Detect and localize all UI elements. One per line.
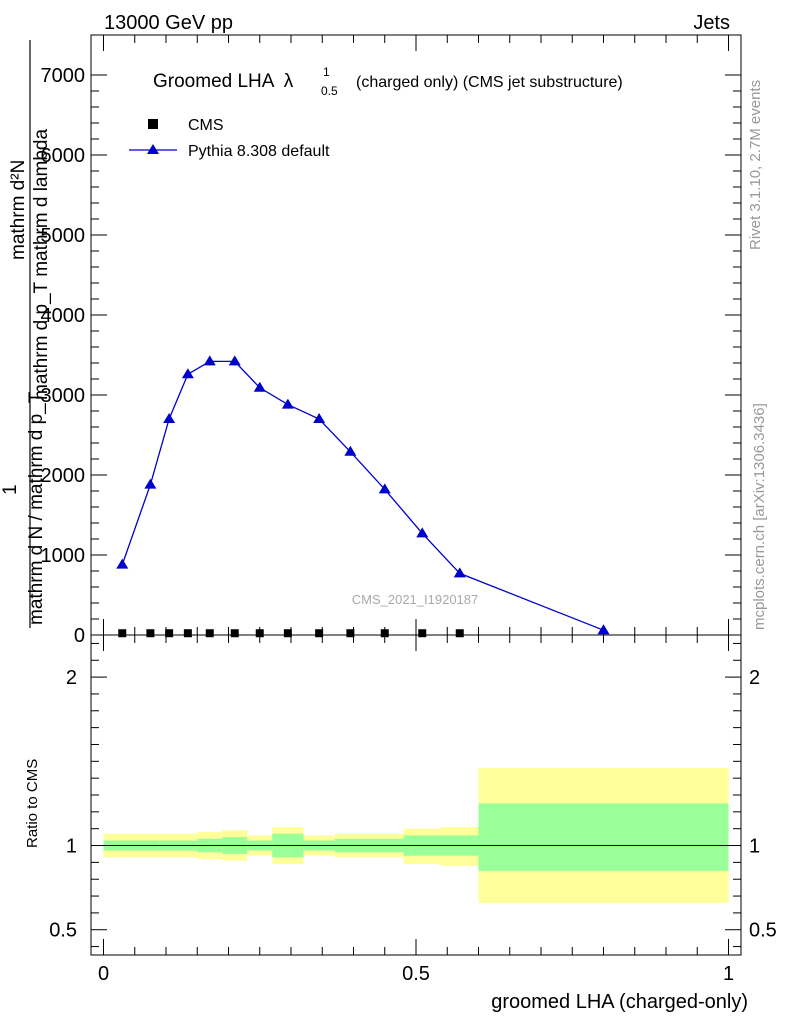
cms-point [118, 629, 127, 638]
cms-point [230, 629, 239, 638]
title-sup: 1 [323, 65, 330, 79]
pythia-series-line [121, 360, 604, 631]
pythia-point [228, 355, 241, 366]
header-right: Jets [693, 12, 730, 34]
ratio-ytick-labels: 0.5 0.5 1 1 2 2 [49, 667, 777, 942]
analysis-watermark: CMS_2021_I1920187 [352, 592, 479, 607]
title-lambda: λ [284, 71, 294, 92]
pythia-point [203, 355, 216, 366]
cms-point [183, 629, 192, 638]
ratio-ytick-label-left: 1 [66, 836, 77, 858]
main-ytick-label: 3000 [41, 385, 86, 407]
legend-pythia-label: Pythia 8.308 default [188, 143, 330, 160]
ratio-ytick-label-right: 0.5 [749, 920, 777, 942]
ratio-ylabel: Ratio to CMS [24, 759, 41, 848]
cms-point [255, 629, 264, 638]
ratio-frame [90, 634, 742, 956]
main-ylabel: mathrm d²N mathrm d p_T mathrm d lambda … [0, 40, 52, 628]
pythia-point [344, 445, 357, 456]
mcplots-label: mcplots.cern.ch [arXiv:1306.3436] [751, 403, 768, 630]
ylabel-one: 1 [0, 484, 21, 495]
cms-point [346, 629, 355, 638]
ratio-xtick-labels: 0 0.5 1 [98, 963, 734, 985]
pythia-point [416, 527, 429, 538]
title-sub: 0.5 [321, 84, 338, 98]
ratio-panel: 0.5 0.51 12 2 0 0.5 1 Ratio to CMS groomed LH… [24, 634, 777, 1013]
main-ytick-label: 4000 [41, 305, 86, 327]
rivet-label: Rivet 3.1.10, 2.7M events [747, 80, 764, 250]
main-ytick-label: 2000 [41, 465, 86, 487]
main-ytick-label: 7000 [41, 65, 86, 87]
cms-point [146, 629, 155, 638]
pythia-point [116, 558, 129, 569]
plot-title: Groomed LHA λ [153, 71, 294, 92]
ratio-xtick-label: 0 [98, 963, 109, 985]
pythia-point [313, 413, 326, 423]
cms-point [315, 629, 324, 638]
ratio-ytick-label-right: 2 [749, 667, 760, 689]
pythia-point [144, 478, 157, 489]
title-main: Groomed LHA [153, 71, 275, 92]
pythia-point [281, 398, 294, 409]
pythia-point [597, 624, 610, 635]
ratio-xtick-label: 1 [723, 963, 734, 985]
legend-pythia-marker [147, 144, 159, 154]
legend-cms-marker [148, 119, 158, 129]
ylabel-bottom: mathrm d N / mathrm d p_T [26, 391, 47, 625]
pythia-point [378, 483, 391, 494]
cms-point [283, 629, 292, 638]
main-panel: Groomed LHA λ 1 0.5 (charged only) (CMS … [41, 34, 742, 647]
header-left: 13000 GeV pp [104, 12, 233, 34]
cms-point [165, 629, 174, 638]
pythia-point [253, 381, 266, 392]
title-rest: (charged only) (CMS jet substructure) [356, 74, 623, 91]
ratio-xtick-label: 0.5 [402, 963, 430, 985]
cms-point [380, 629, 389, 638]
pythia-point [181, 368, 194, 379]
pythia-point [163, 413, 176, 423]
cms-point [418, 629, 427, 638]
ratio-ytick-label-right: 1 [749, 836, 760, 858]
main-axis-ticks [91, 35, 741, 636]
x-axis-label: groomed LHA (charged-only) [491, 991, 748, 1013]
main-ytick-label: 5000 [41, 225, 86, 247]
ylabel-top-sub: mathrm d p_T mathrm d lambda [31, 129, 52, 400]
main-ytick-labels: 0 1000 2000 3000 4000 5000 6000 7000 [41, 65, 86, 647]
cms-point [205, 629, 214, 638]
ratio-ytick-label-left: 2 [66, 667, 77, 689]
ratio-axis-ticks [91, 635, 741, 955]
ratio-inner-bin [478, 803, 729, 871]
ylabel-top: mathrm d²N [8, 160, 29, 260]
legend-cms-label: CMS [188, 117, 224, 134]
pythia-series-points [116, 355, 610, 635]
ratio-inner-band [103, 803, 729, 871]
main-ytick-label: 6000 [41, 145, 86, 167]
cms-point [455, 629, 464, 638]
cms-series-points [118, 629, 464, 638]
ratio-ytick-label-left: 0.5 [49, 920, 77, 942]
main-ytick-label: 0 [74, 625, 85, 647]
pythia-point [453, 567, 466, 578]
main-ytick-label: 1000 [41, 545, 86, 567]
